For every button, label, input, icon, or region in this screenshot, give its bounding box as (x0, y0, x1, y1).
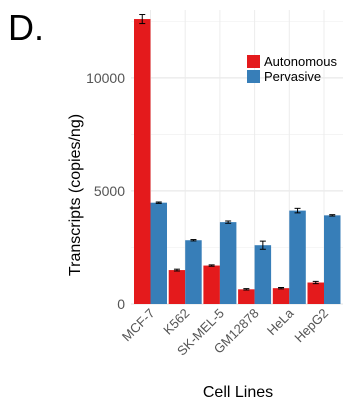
error-bar-pervasive-sk-mel-5 (225, 220, 232, 224)
bar-pervasive-sk-mel-5 (219, 222, 237, 304)
bar-autonomous-hela (272, 288, 290, 304)
bar-pervasive-gm12878 (254, 245, 272, 304)
error-bar-autonomous-gm12878 (243, 288, 250, 291)
bar-pervasive-hela (289, 210, 306, 304)
legend-swatch-autonomous (247, 55, 260, 68)
error-bar-autonomous-sk-mel-5 (208, 264, 215, 267)
error-bar-pervasive-k562 (190, 239, 197, 242)
y-tick-label: 5000 (94, 183, 125, 199)
error-bar-autonomous-mcf-7 (139, 14, 146, 25)
y-axis: 0 5000 10000 (86, 70, 125, 312)
x-tick-label: HepG2 (291, 306, 331, 346)
error-bars (139, 14, 336, 291)
bar-autonomous-sk-mel-5 (203, 265, 220, 304)
error-bar-pervasive-hela (294, 207, 301, 214)
y-axis-label: Transcripts (copies/ng) (67, 114, 84, 276)
error-bar-pervasive-hepg2 (329, 214, 336, 217)
y-tick-label: 10000 (86, 70, 125, 86)
bars (134, 19, 341, 305)
bar-autonomous-gm12878 (238, 289, 255, 304)
x-tick-label: K562 (160, 306, 192, 338)
legend-label-pervasive: Pervasive (264, 69, 321, 84)
bar-pervasive-k562 (185, 240, 202, 304)
legend: Autonomous Pervasive (247, 54, 337, 84)
bar-pervasive-mcf-7 (150, 202, 167, 304)
y-tick-label: 0 (117, 296, 125, 312)
error-bar-pervasive-mcf-7 (155, 201, 162, 204)
bar-pervasive-hepg2 (324, 215, 341, 304)
panel-label: D. (8, 7, 44, 48)
legend-swatch-pervasive (247, 70, 260, 83)
error-bar-autonomous-hela (278, 286, 285, 290)
error-bar-pervasive-gm12878 (259, 240, 266, 250)
bar-autonomous-mcf-7 (134, 19, 151, 305)
error-bar-autonomous-hepg2 (312, 280, 319, 285)
bar-autonomous-hepg2 (307, 282, 324, 304)
x-axis-label: Cell Lines (203, 384, 273, 401)
legend-label-autonomous: Autonomous (264, 54, 337, 69)
bar-autonomous-k562 (168, 270, 186, 304)
error-bar-autonomous-k562 (173, 268, 180, 272)
